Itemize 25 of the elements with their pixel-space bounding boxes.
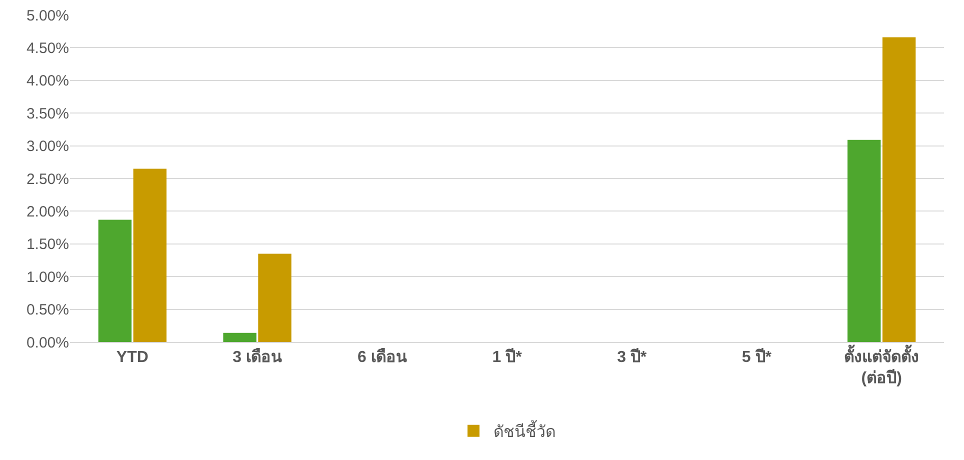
y-tick-label: 4.00% xyxy=(26,72,69,90)
y-tick-label: 3.50% xyxy=(26,105,69,122)
x-tick-label: 6 เดือน xyxy=(357,348,407,366)
bar xyxy=(223,332,256,342)
y-tick-label: 0.00% xyxy=(26,334,69,352)
y-tick-label: 0.50% xyxy=(26,302,69,319)
legend-label: ดัชนีชี้วัด xyxy=(494,420,556,442)
bar xyxy=(133,168,167,342)
bar xyxy=(258,254,292,342)
x-tick-label: ตั้งแต่จัดตั้ง (ต่อปี) xyxy=(844,344,920,387)
x-tick-label: YTD xyxy=(116,349,148,366)
bar xyxy=(847,140,881,342)
x-tick-label: 5 ปี* xyxy=(742,347,772,366)
y-tick-label: 4.50% xyxy=(26,40,69,57)
y-tick-label: 2.00% xyxy=(26,203,69,220)
bar xyxy=(882,37,916,342)
bar xyxy=(98,220,132,342)
y-tick-label: 5.00% xyxy=(26,7,69,24)
y-tick-label: 1.00% xyxy=(26,268,69,286)
y-tick-label: 2.50% xyxy=(26,170,69,188)
x-tick-label: 1 ปี* xyxy=(492,347,523,366)
y-tick-label: 1.50% xyxy=(26,236,69,254)
x-tick-label: 3 เดือน xyxy=(232,348,282,366)
y-tick-label: 3.00% xyxy=(26,138,69,156)
x-tick-label: 3 ปี* xyxy=(617,347,648,366)
